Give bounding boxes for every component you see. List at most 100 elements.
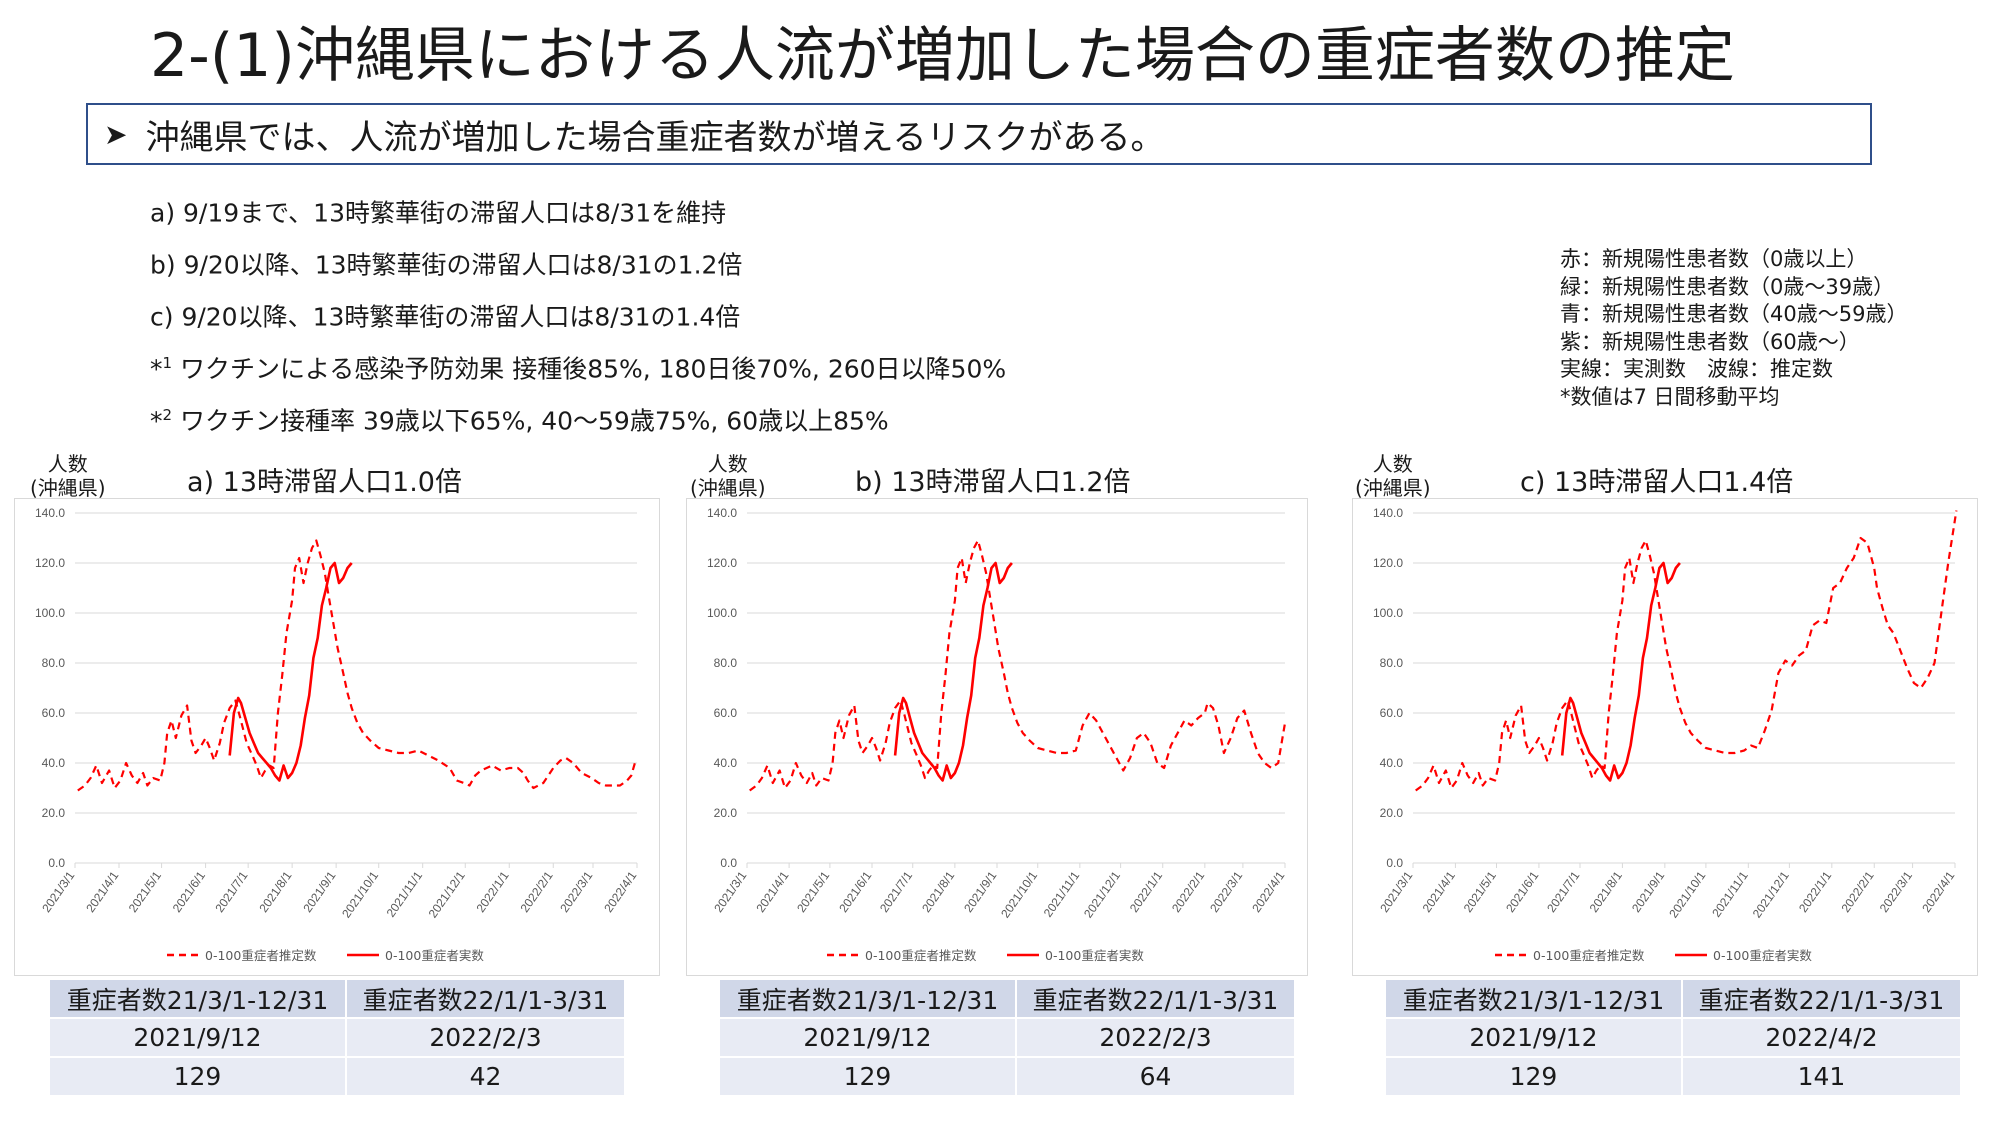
y-tick-label: 100.0 bbox=[1373, 606, 1403, 620]
x-tick-label: 2021/12/1 bbox=[426, 868, 468, 920]
table-cell-value: 129 bbox=[720, 1058, 1015, 1095]
x-tick-label: 2021/10/1 bbox=[339, 868, 381, 920]
x-tick-label: 2022/3/1 bbox=[1877, 868, 1915, 915]
y-tick-label: 20.0 bbox=[1380, 806, 1404, 820]
x-tick-label: 2022/1/1 bbox=[1796, 868, 1834, 915]
chart-b: 0.0 20.0 40.0 60.0 80.0 100.0 120.0 140.0 2021/3… bbox=[686, 498, 1308, 976]
x-tick-label: 2022/4/1 bbox=[1919, 868, 1957, 915]
x-tick-label: 2021/3/1 bbox=[1377, 868, 1415, 915]
y-tick-label: 120.0 bbox=[1373, 556, 1403, 570]
legend-label: 0-100重症者実数 bbox=[385, 948, 484, 963]
x-tick-label: 2021/7/1 bbox=[877, 868, 915, 915]
x-tick-label: 2021/5/1 bbox=[1461, 868, 1499, 915]
x-tick-label: 2021/11/1 bbox=[1041, 868, 1083, 919]
y-tick-label: 20.0 bbox=[714, 806, 738, 820]
x-tick-label: 2021/4/1 bbox=[83, 868, 121, 915]
legend-label: 0-100重症者実数 bbox=[1713, 948, 1812, 963]
y-tick-label: 80.0 bbox=[42, 656, 66, 670]
x-tick-label: 2021/10/1 bbox=[1666, 868, 1708, 920]
x-tick-label: 2021/12/1 bbox=[1081, 868, 1123, 920]
footnote-item: *2 ワクチン接種率 39歳以下65%, 40～59歳75%, 60歳以上85% bbox=[150, 406, 889, 436]
table-cell-value: 129 bbox=[1386, 1058, 1681, 1095]
chart-a: 0.0 20.0 40.0 60.0 80.0 100.0 120.0 140.0 2021/3… bbox=[14, 498, 660, 976]
legend-note-line: 紫：新規陽性患者数（60歳～） bbox=[1560, 329, 1860, 354]
x-tick-label: 2021/5/1 bbox=[126, 868, 164, 915]
color-legend-note: 赤：新規陽性患者数（0歳以上） 緑：新規陽性患者数（0歳～39歳） 青：新規陽性… bbox=[1560, 246, 1907, 411]
legend-label: 0-100重症者推定数 bbox=[865, 948, 977, 963]
y-tick-label: 0.0 bbox=[1386, 856, 1403, 870]
x-tick-label: 2022/2/1 bbox=[1169, 868, 1207, 915]
summary-callout: ➤ 沖縄県では、人流が増加した場合重症者数が増えるリスクがある。 bbox=[86, 103, 1872, 165]
y-tick-label: 100.0 bbox=[35, 606, 65, 620]
table-header: 重症者数22/1/1-3/31 bbox=[1682, 980, 1960, 1017]
x-tick-label: 2021/8/1 bbox=[919, 868, 957, 915]
x-tick-label: 2021/3/1 bbox=[711, 868, 749, 915]
y-axis-label: 人数 (沖縄県) bbox=[690, 452, 766, 500]
table-cell-date: 2021/9/12 bbox=[50, 1019, 345, 1056]
x-tick-label: 2021/10/1 bbox=[998, 868, 1040, 920]
y-tick-label: 140.0 bbox=[707, 506, 737, 520]
x-tick-label: 2021/7/1 bbox=[212, 868, 250, 915]
table-header: 重症者数21/3/1-12/31 bbox=[720, 980, 1015, 1017]
x-tick-label: 2021/9/1 bbox=[300, 868, 338, 915]
x-tick-label: 2022/1/1 bbox=[1127, 868, 1165, 915]
y-tick-label: 60.0 bbox=[714, 706, 738, 720]
table-header: 重症者数21/3/1-12/31 bbox=[1386, 980, 1681, 1017]
page-title: 2-(1)沖縄県における人流が増加した場合の重症者数の推定 bbox=[150, 21, 1735, 91]
chart-c: 0.0 20.0 40.0 60.0 80.0 100.0 120.0 140.0 2021/3… bbox=[1352, 498, 1978, 976]
x-tick-label: 2021/3/1 bbox=[39, 868, 77, 915]
legend-note-line: 青：新規陽性患者数（40歳～59歳） bbox=[1560, 302, 1908, 326]
x-tick-label: 2022/1/1 bbox=[473, 868, 511, 915]
y-axis-label: 人数 (沖縄県) bbox=[1355, 452, 1431, 500]
x-tick-label: 2022/2/1 bbox=[517, 868, 555, 915]
x-tick-label: 2021/9/1 bbox=[961, 868, 999, 915]
table-cell-value: 129 bbox=[50, 1058, 345, 1095]
x-tick-label: 2022/3/1 bbox=[1207, 868, 1245, 915]
y-tick-label: 120.0 bbox=[35, 556, 65, 570]
x-tick-label: 2021/5/1 bbox=[794, 868, 832, 915]
peak-table-b: 重症者数21/3/1-12/31 重症者数22/1/1-3/31 2021/9/1… bbox=[718, 978, 1296, 1097]
actual-series-line bbox=[893, 561, 1013, 782]
estimated-series-line bbox=[749, 539, 1287, 792]
scenario-item: a) 9/19まで、13時繁華街の滞留人口は8/31を維持 bbox=[150, 198, 727, 228]
y-tick-label: 60.0 bbox=[1380, 706, 1404, 720]
y-tick-label: 140.0 bbox=[1373, 506, 1403, 520]
x-tick-label: 2021/6/1 bbox=[836, 868, 874, 915]
x-tick-label: 2021/4/1 bbox=[753, 868, 791, 915]
x-tick-label: 2022/4/1 bbox=[1249, 868, 1287, 915]
x-tick-label: 2021/4/1 bbox=[1420, 868, 1458, 915]
y-tick-label: 40.0 bbox=[714, 756, 738, 770]
estimated-series-line bbox=[1415, 510, 1958, 792]
legend-note-line: *数値は7 日間移動平均 bbox=[1560, 384, 1780, 409]
arrow-bullet-icon: ➤ bbox=[104, 117, 128, 151]
x-tick-label: 2021/8/1 bbox=[1587, 868, 1625, 915]
peak-table-a: 重症者数21/3/1-12/31 重症者数22/1/1-3/31 2021/9/1… bbox=[48, 978, 626, 1097]
table-header: 重症者数21/3/1-12/31 bbox=[50, 980, 345, 1017]
scenario-list: a) 9/19まで、13時繁華街の滞留人口は8/31を維持 b) 9/20以降、… bbox=[150, 190, 1006, 450]
table-header: 重症者数22/1/1-3/31 bbox=[1016, 980, 1294, 1017]
x-tick-label: 2021/12/1 bbox=[1750, 868, 1792, 920]
table-cell-value: 42 bbox=[346, 1058, 624, 1095]
x-tick-label: 2021/11/1 bbox=[384, 868, 426, 919]
table-cell-value: 141 bbox=[1682, 1058, 1960, 1095]
table-cell-value: 64 bbox=[1016, 1058, 1294, 1095]
legend-note-line: 赤：新規陽性患者数（0歳以上） bbox=[1560, 247, 1868, 271]
chart-title: a) 13時滞留人口1.0倍 bbox=[187, 467, 462, 498]
x-tick-label: 2022/3/1 bbox=[557, 868, 595, 915]
x-tick-label: 2021/11/1 bbox=[1709, 868, 1751, 919]
y-tick-label: 40.0 bbox=[1380, 756, 1404, 770]
y-tick-label: 120.0 bbox=[707, 556, 737, 570]
estimated-series-line bbox=[77, 539, 637, 792]
y-tick-label: 60.0 bbox=[42, 706, 66, 720]
chart-title: b) 13時滞留人口1.2倍 bbox=[855, 467, 1131, 498]
actual-series-line bbox=[228, 561, 353, 782]
table-cell-date: 2022/4/2 bbox=[1682, 1019, 1960, 1056]
x-tick-label: 2021/8/1 bbox=[256, 868, 294, 915]
table-cell-date: 2021/9/12 bbox=[1386, 1019, 1681, 1056]
x-tick-label: 2022/2/1 bbox=[1838, 868, 1876, 915]
x-tick-label: 2022/4/1 bbox=[601, 868, 639, 915]
legend-label: 0-100重症者推定数 bbox=[1533, 948, 1645, 963]
legend-label: 0-100重症者推定数 bbox=[205, 948, 317, 963]
x-tick-label: 2021/6/1 bbox=[1503, 868, 1541, 915]
summary-text: 沖縄県では、人流が増加した場合重症者数が増えるリスクがある。 bbox=[145, 117, 1165, 158]
